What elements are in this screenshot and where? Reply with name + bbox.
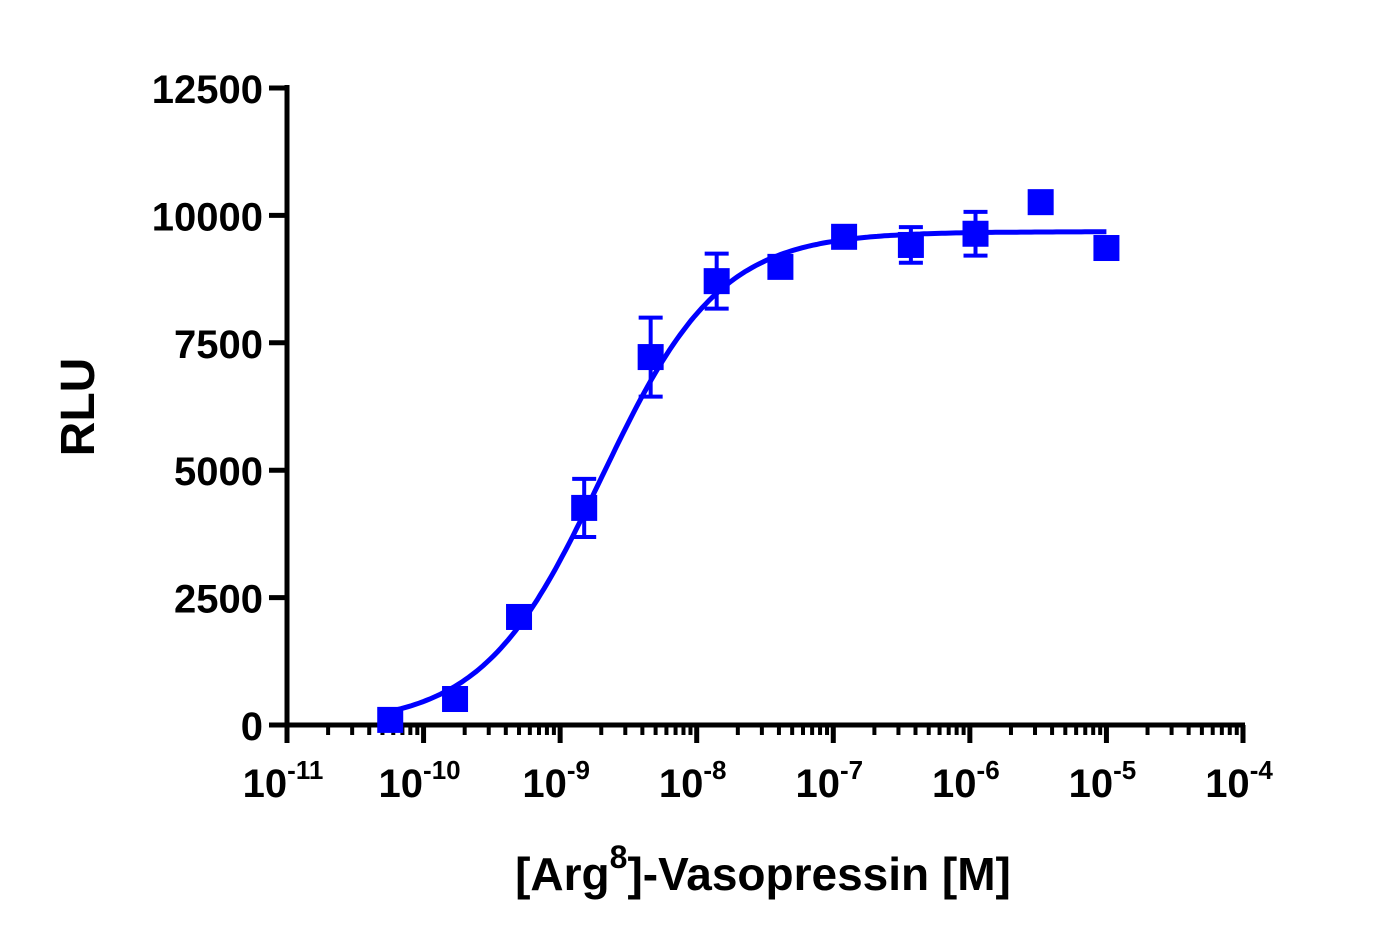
y-tick-label: 7500 [174,323,263,367]
x-tick-label: 10-11 [243,755,324,806]
x-tick-base: 10 [1205,762,1250,806]
data-points [377,189,1120,733]
x-tick-exponent: -9 [567,755,590,785]
data-point [442,686,469,713]
x-tick-label: 10-7 [795,755,863,806]
x-tick-base: 10 [243,762,288,806]
data-point [1093,235,1120,262]
data-point [1027,189,1054,216]
x-label-part2: ]-Vasopressin [M] [627,848,1010,900]
fit-curve [389,229,1107,714]
data-point [377,706,404,733]
y-tick-label: 5000 [174,450,263,494]
data-point [637,344,664,371]
data-point [831,223,858,250]
y-tick-label: 10000 [152,195,263,239]
x-tick-exponent: -11 [287,755,323,785]
x-tick-label: 10-8 [659,755,727,806]
x-tick-base: 10 [659,762,704,806]
y-axis-label: RLU [52,358,105,457]
y-tick-label: 2500 [174,578,263,622]
data-point [571,494,598,521]
x-tick-exponent: -6 [977,755,1000,785]
x-tick-exponent: -4 [1250,755,1274,785]
x-axis-label: [Arg8]-Vasopressin [M] [515,839,1011,900]
x-tick-base: 10 [1069,762,1114,806]
x-tick-base: 10 [379,762,424,806]
x-tick-base: 10 [795,762,840,806]
data-point [506,603,533,630]
x-tick-label: 10-10 [379,755,461,806]
x-tick-base: 10 [522,762,567,806]
data-point [703,268,730,295]
x-label-superscript: 8 [610,839,628,875]
x-tick-label: 10-6 [932,755,1000,806]
data-point [767,253,794,280]
x-tick-base: 10 [932,762,977,806]
x-tick-exponent: -10 [423,755,461,785]
x-tick-label: 10-9 [522,755,590,806]
x-tick-exponent: -5 [1113,755,1136,785]
y-tick-label: 12500 [152,68,263,112]
data-point [897,231,924,258]
fit-curve-group [389,229,1107,714]
x-label-part1: [Arg [515,848,610,900]
x-tick-label: 10-5 [1069,755,1137,806]
x-tick-exponent: -7 [840,755,863,785]
y-tick-label: 0 [241,705,263,749]
x-tick-label: 10-4 [1205,755,1273,806]
data-point [962,220,989,247]
x-tick-exponent: -8 [703,755,726,785]
